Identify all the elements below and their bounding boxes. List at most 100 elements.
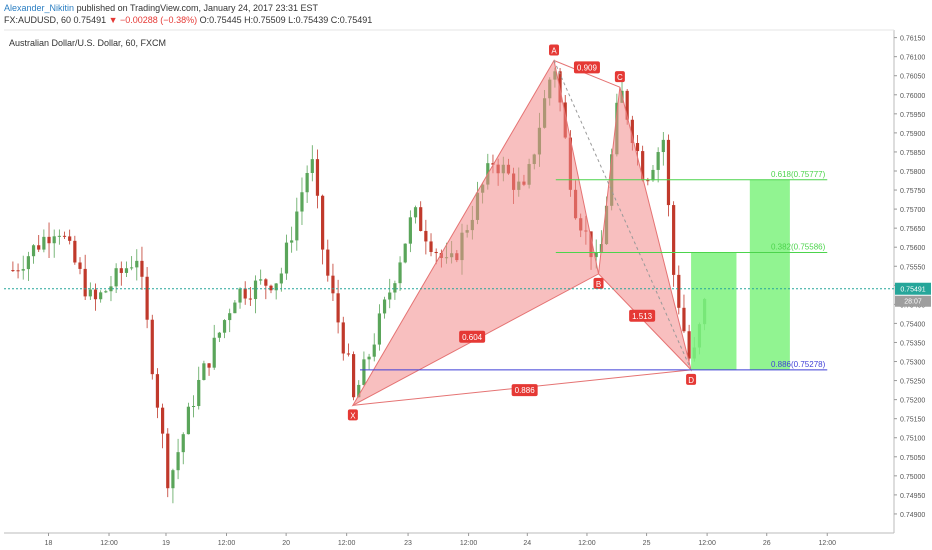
candle-body	[222, 320, 227, 333]
candle-body	[424, 230, 428, 242]
candle-body	[212, 337, 216, 368]
last-value: 0.75491	[73, 15, 107, 25]
y-tick-label: 0.75800	[900, 169, 925, 176]
candle-body	[140, 260, 144, 277]
candle-body	[248, 298, 252, 300]
candle-body	[641, 151, 645, 181]
candle-body	[253, 280, 258, 300]
candle-body	[73, 240, 77, 263]
triangle-bcd	[597, 87, 693, 372]
change-value: ▼ −0.00288 (−0.38%)	[108, 15, 198, 25]
header-line-1: Alexander_Nikitin published on TradingVi…	[4, 2, 372, 14]
x-tick-label: 18	[45, 540, 53, 547]
candle-body	[99, 292, 103, 300]
candle-body	[109, 286, 113, 292]
candle-body	[31, 245, 36, 257]
y-tick-label: 0.75600	[900, 245, 925, 252]
x-tick-label: 12:00	[100, 540, 118, 547]
candle-body	[682, 307, 686, 332]
candle-body	[279, 273, 283, 284]
point-label: X	[350, 411, 356, 420]
x-tick-label: 25	[643, 540, 651, 547]
y-tick-label: 0.75200	[900, 398, 925, 405]
y-tick-label: 0.76150	[900, 36, 925, 43]
countdown-label: 28:07	[904, 299, 922, 306]
fib-target-box	[749, 179, 790, 370]
symbol-interval: FX:AUDUSD, 60	[4, 15, 72, 25]
candle-body	[150, 319, 154, 375]
candle-body	[341, 322, 345, 354]
chart-header: Alexander_Nikitin published on TradingVi…	[4, 2, 372, 26]
y-tick-label: 0.75950	[900, 112, 925, 119]
candle-body	[160, 407, 165, 434]
x-tick-label: 20	[282, 540, 290, 547]
candle-body	[336, 293, 340, 323]
candle-body	[166, 433, 170, 489]
candle-body	[264, 279, 268, 286]
fib-target-box	[691, 252, 737, 370]
candle-body	[233, 302, 237, 314]
candle-body	[372, 344, 376, 357]
x-tick-label: 12:00	[338, 540, 356, 547]
candle-body	[646, 180, 650, 182]
candle-body	[197, 379, 201, 407]
x-tick-label: 12:00	[218, 540, 236, 547]
candle-body	[625, 90, 629, 120]
x-tick-label: 12:00	[460, 540, 478, 547]
x-tick-label: 12:00	[818, 540, 836, 547]
candle-body	[429, 241, 433, 252]
ratio-label: 1.513	[632, 312, 653, 321]
candle-body	[21, 269, 25, 271]
last-price-tag	[895, 282, 931, 295]
candle-body	[83, 268, 87, 297]
candle-body	[238, 288, 242, 303]
candle-body	[78, 262, 82, 269]
header-line-2: FX:AUDUSD, 60 0.75491 ▼ −0.00288 (−0.38%…	[4, 14, 372, 26]
y-tick-label: 0.76000	[900, 93, 925, 100]
point-label: A	[551, 46, 557, 55]
point-badge	[593, 277, 604, 289]
x-tick-label: 12:00	[698, 540, 716, 547]
candle-body	[274, 283, 278, 291]
candle-body	[88, 289, 92, 297]
ratio-badge	[459, 330, 486, 343]
ac-line	[553, 60, 621, 88]
x-tick-label: 24	[523, 540, 531, 547]
y-tick-label: 0.75050	[900, 455, 925, 462]
point-badge	[686, 373, 697, 385]
countdown-tag	[895, 295, 931, 307]
candle-body	[130, 267, 134, 269]
y-tick-label: 0.75850	[900, 150, 925, 157]
candle-body	[47, 236, 51, 244]
candle-body	[243, 288, 247, 299]
candle-body	[362, 359, 366, 385]
candle-body	[155, 374, 160, 408]
triangle-xab	[351, 59, 600, 407]
candle-body	[413, 207, 418, 218]
fib-level-label: 0.618(0.75777)	[771, 170, 826, 179]
x-tick-label: 19	[162, 540, 170, 547]
y-tick-label: 0.76050	[900, 74, 925, 81]
candle-body	[398, 262, 402, 284]
candle-body	[114, 268, 118, 287]
candle-body	[367, 356, 371, 360]
candle-body	[176, 452, 180, 471]
candle-body	[207, 363, 211, 368]
candle-body	[393, 283, 397, 293]
point-label: D	[688, 376, 694, 385]
y-tick-label: 0.75000	[900, 474, 925, 481]
candle-body	[677, 274, 681, 308]
candle-body	[403, 243, 407, 263]
candle-body	[300, 192, 304, 212]
candle-body	[191, 406, 196, 408]
y-tick-label: 0.74900	[900, 512, 925, 519]
candle-body	[295, 211, 299, 241]
y-tick-label: 0.75400	[900, 321, 925, 328]
point-label: C	[617, 73, 623, 82]
y-tick-label: 0.75900	[900, 131, 925, 138]
author-link[interactable]: Alexander_Nikitin	[4, 3, 75, 13]
candle-body	[62, 235, 67, 237]
last-price-label: 0.75491	[900, 287, 925, 294]
candle-body	[145, 276, 149, 320]
